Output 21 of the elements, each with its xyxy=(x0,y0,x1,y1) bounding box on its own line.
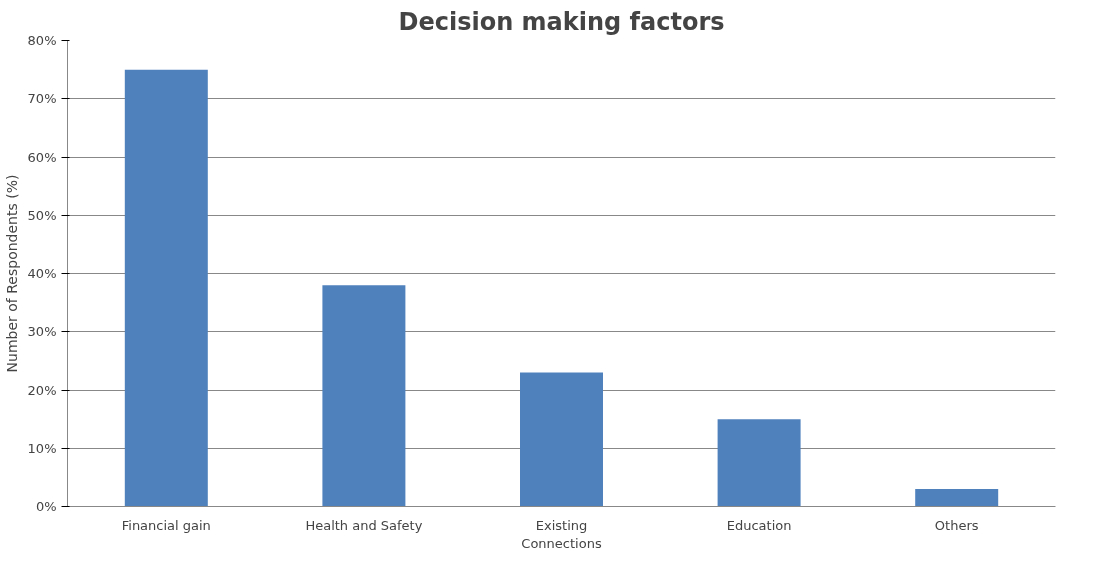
y-tick-label: 10% xyxy=(27,440,57,456)
x-tick-label: Financial gain xyxy=(121,517,211,533)
bar xyxy=(520,372,603,507)
y-tick-label: 40% xyxy=(27,266,57,281)
y-tick-label: 20% xyxy=(27,382,57,398)
y-tick-label: 30% xyxy=(27,324,57,340)
x-tick-label: Education xyxy=(726,517,792,533)
chart-title: Decision making factors xyxy=(398,7,725,36)
y-tick-label: 50% xyxy=(27,207,57,223)
x-tick-label: Others xyxy=(934,517,979,533)
bar xyxy=(915,489,999,507)
bar xyxy=(124,69,208,507)
x-tick-label: Health and Safety xyxy=(305,517,423,533)
x-tick-label: Existing Connections xyxy=(521,517,602,551)
bar xyxy=(717,419,801,507)
y-tick-label: 70% xyxy=(27,91,57,107)
y-tick-label: 60% xyxy=(27,149,57,165)
bar xyxy=(322,285,406,507)
y-tick-label: 0% xyxy=(35,499,57,514)
y-tick-label: 80% xyxy=(27,33,57,48)
y-axis-title: Number of Respondents (%) xyxy=(3,174,20,373)
